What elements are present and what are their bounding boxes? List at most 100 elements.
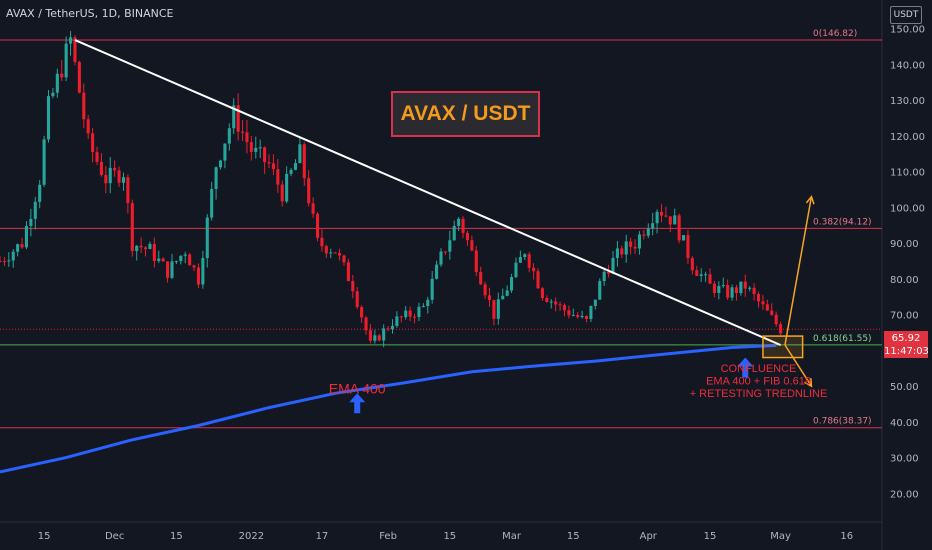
candle-body: [518, 257, 522, 263]
candle-body: [307, 178, 311, 204]
candle-body: [774, 314, 778, 325]
candle-body: [510, 277, 514, 291]
candle-body: [730, 287, 734, 298]
candle-body: [765, 304, 769, 311]
candle-body: [20, 244, 24, 248]
candle-body: [117, 170, 121, 183]
candle-body: [426, 299, 430, 307]
candle-body: [708, 274, 712, 284]
y-tick-label: 50.00: [890, 382, 919, 393]
candle-body: [412, 316, 417, 318]
candle-body: [188, 254, 192, 266]
candle-body: [598, 281, 602, 300]
x-tick-label: 15: [443, 531, 456, 542]
candle-body: [659, 211, 664, 216]
x-tick-label: 17: [316, 531, 329, 542]
candle-body: [532, 267, 536, 272]
scenario-arrowhead-down: [804, 378, 813, 388]
confluence-zone: [762, 335, 804, 359]
y-tick-label: 140.00: [890, 60, 925, 71]
candle-body: [271, 163, 275, 170]
candle-body: [443, 251, 447, 253]
candle-body: [474, 250, 478, 273]
candle-body: [686, 235, 690, 259]
candle-body: [408, 310, 412, 317]
y-tick-label: 120.00: [890, 132, 925, 143]
bar-countdown: 11:47:03: [884, 346, 929, 357]
y-tick-label: 40.00: [890, 418, 919, 429]
candle-body: [342, 255, 346, 263]
blue-up-arrow-icon: [737, 357, 754, 378]
candle-body: [254, 147, 258, 152]
candle-body: [404, 310, 408, 318]
candle-body: [170, 261, 174, 278]
candle-body: [223, 143, 227, 161]
candle-body: [417, 306, 421, 317]
candle-body: [554, 301, 558, 305]
fib-level-label: 0(146.82): [813, 29, 857, 39]
candle-body: [7, 260, 11, 262]
candle-body: [584, 315, 589, 320]
x-tick-label: Mar: [502, 531, 522, 542]
candle-body: [461, 218, 465, 233]
candle-body: [593, 299, 597, 306]
candle-body: [95, 152, 99, 162]
candle-body: [285, 173, 289, 202]
candle-body: [24, 226, 29, 248]
candle-body: [646, 228, 650, 236]
fib-level-label: 0.618(61.55): [813, 334, 872, 344]
candle-body: [712, 283, 716, 293]
candle-body: [205, 217, 209, 259]
candle-body: [113, 167, 117, 171]
last-price-value: 65.92: [891, 333, 921, 344]
candle-body: [399, 316, 403, 318]
candle-body: [668, 216, 672, 225]
x-tick-label: 2022: [239, 531, 264, 542]
candle-body: [148, 244, 152, 249]
candle-body: [346, 262, 350, 282]
candle-body: [655, 211, 659, 224]
candle-body: [465, 232, 470, 241]
y-tick-label: 80.00: [890, 275, 919, 286]
candle-body: [624, 241, 628, 255]
candle-body: [452, 226, 456, 241]
y-tick-label: 30.00: [890, 454, 919, 465]
candle-body: [360, 306, 364, 318]
candle-body: [82, 92, 86, 120]
candle-body: [743, 281, 747, 289]
candle-body: [642, 234, 646, 236]
candle-body: [276, 169, 280, 185]
candle-body: [227, 128, 231, 144]
candle-body: [435, 264, 439, 279]
candle-body: [487, 295, 492, 300]
candle-body: [496, 299, 500, 319]
candle-body: [633, 246, 637, 249]
candle-body: [430, 278, 434, 300]
candle-body: [558, 304, 562, 306]
candle-body: [333, 252, 337, 254]
candle-body: [51, 92, 55, 97]
candle-body: [329, 252, 333, 254]
candle-body: [589, 305, 593, 320]
candle-body: [770, 310, 774, 315]
candle-body: [567, 310, 571, 316]
candle-body: [726, 284, 730, 298]
candle-body: [11, 251, 15, 261]
candle-body: [651, 223, 655, 229]
candle-body: [351, 281, 355, 292]
candle-body: [249, 142, 253, 152]
candle-body: [779, 324, 783, 334]
quote-currency-badge[interactable]: USDT: [890, 6, 922, 24]
candle-body: [245, 132, 249, 143]
candle-body: [2, 261, 6, 263]
candle-body: [99, 161, 103, 176]
candle-body: [620, 248, 624, 255]
candle-body: [752, 287, 756, 295]
candle-body: [280, 184, 284, 202]
candle-body: [258, 147, 262, 149]
candle-body: [479, 272, 483, 285]
candle-body: [42, 139, 46, 185]
candle-body: [214, 167, 218, 190]
